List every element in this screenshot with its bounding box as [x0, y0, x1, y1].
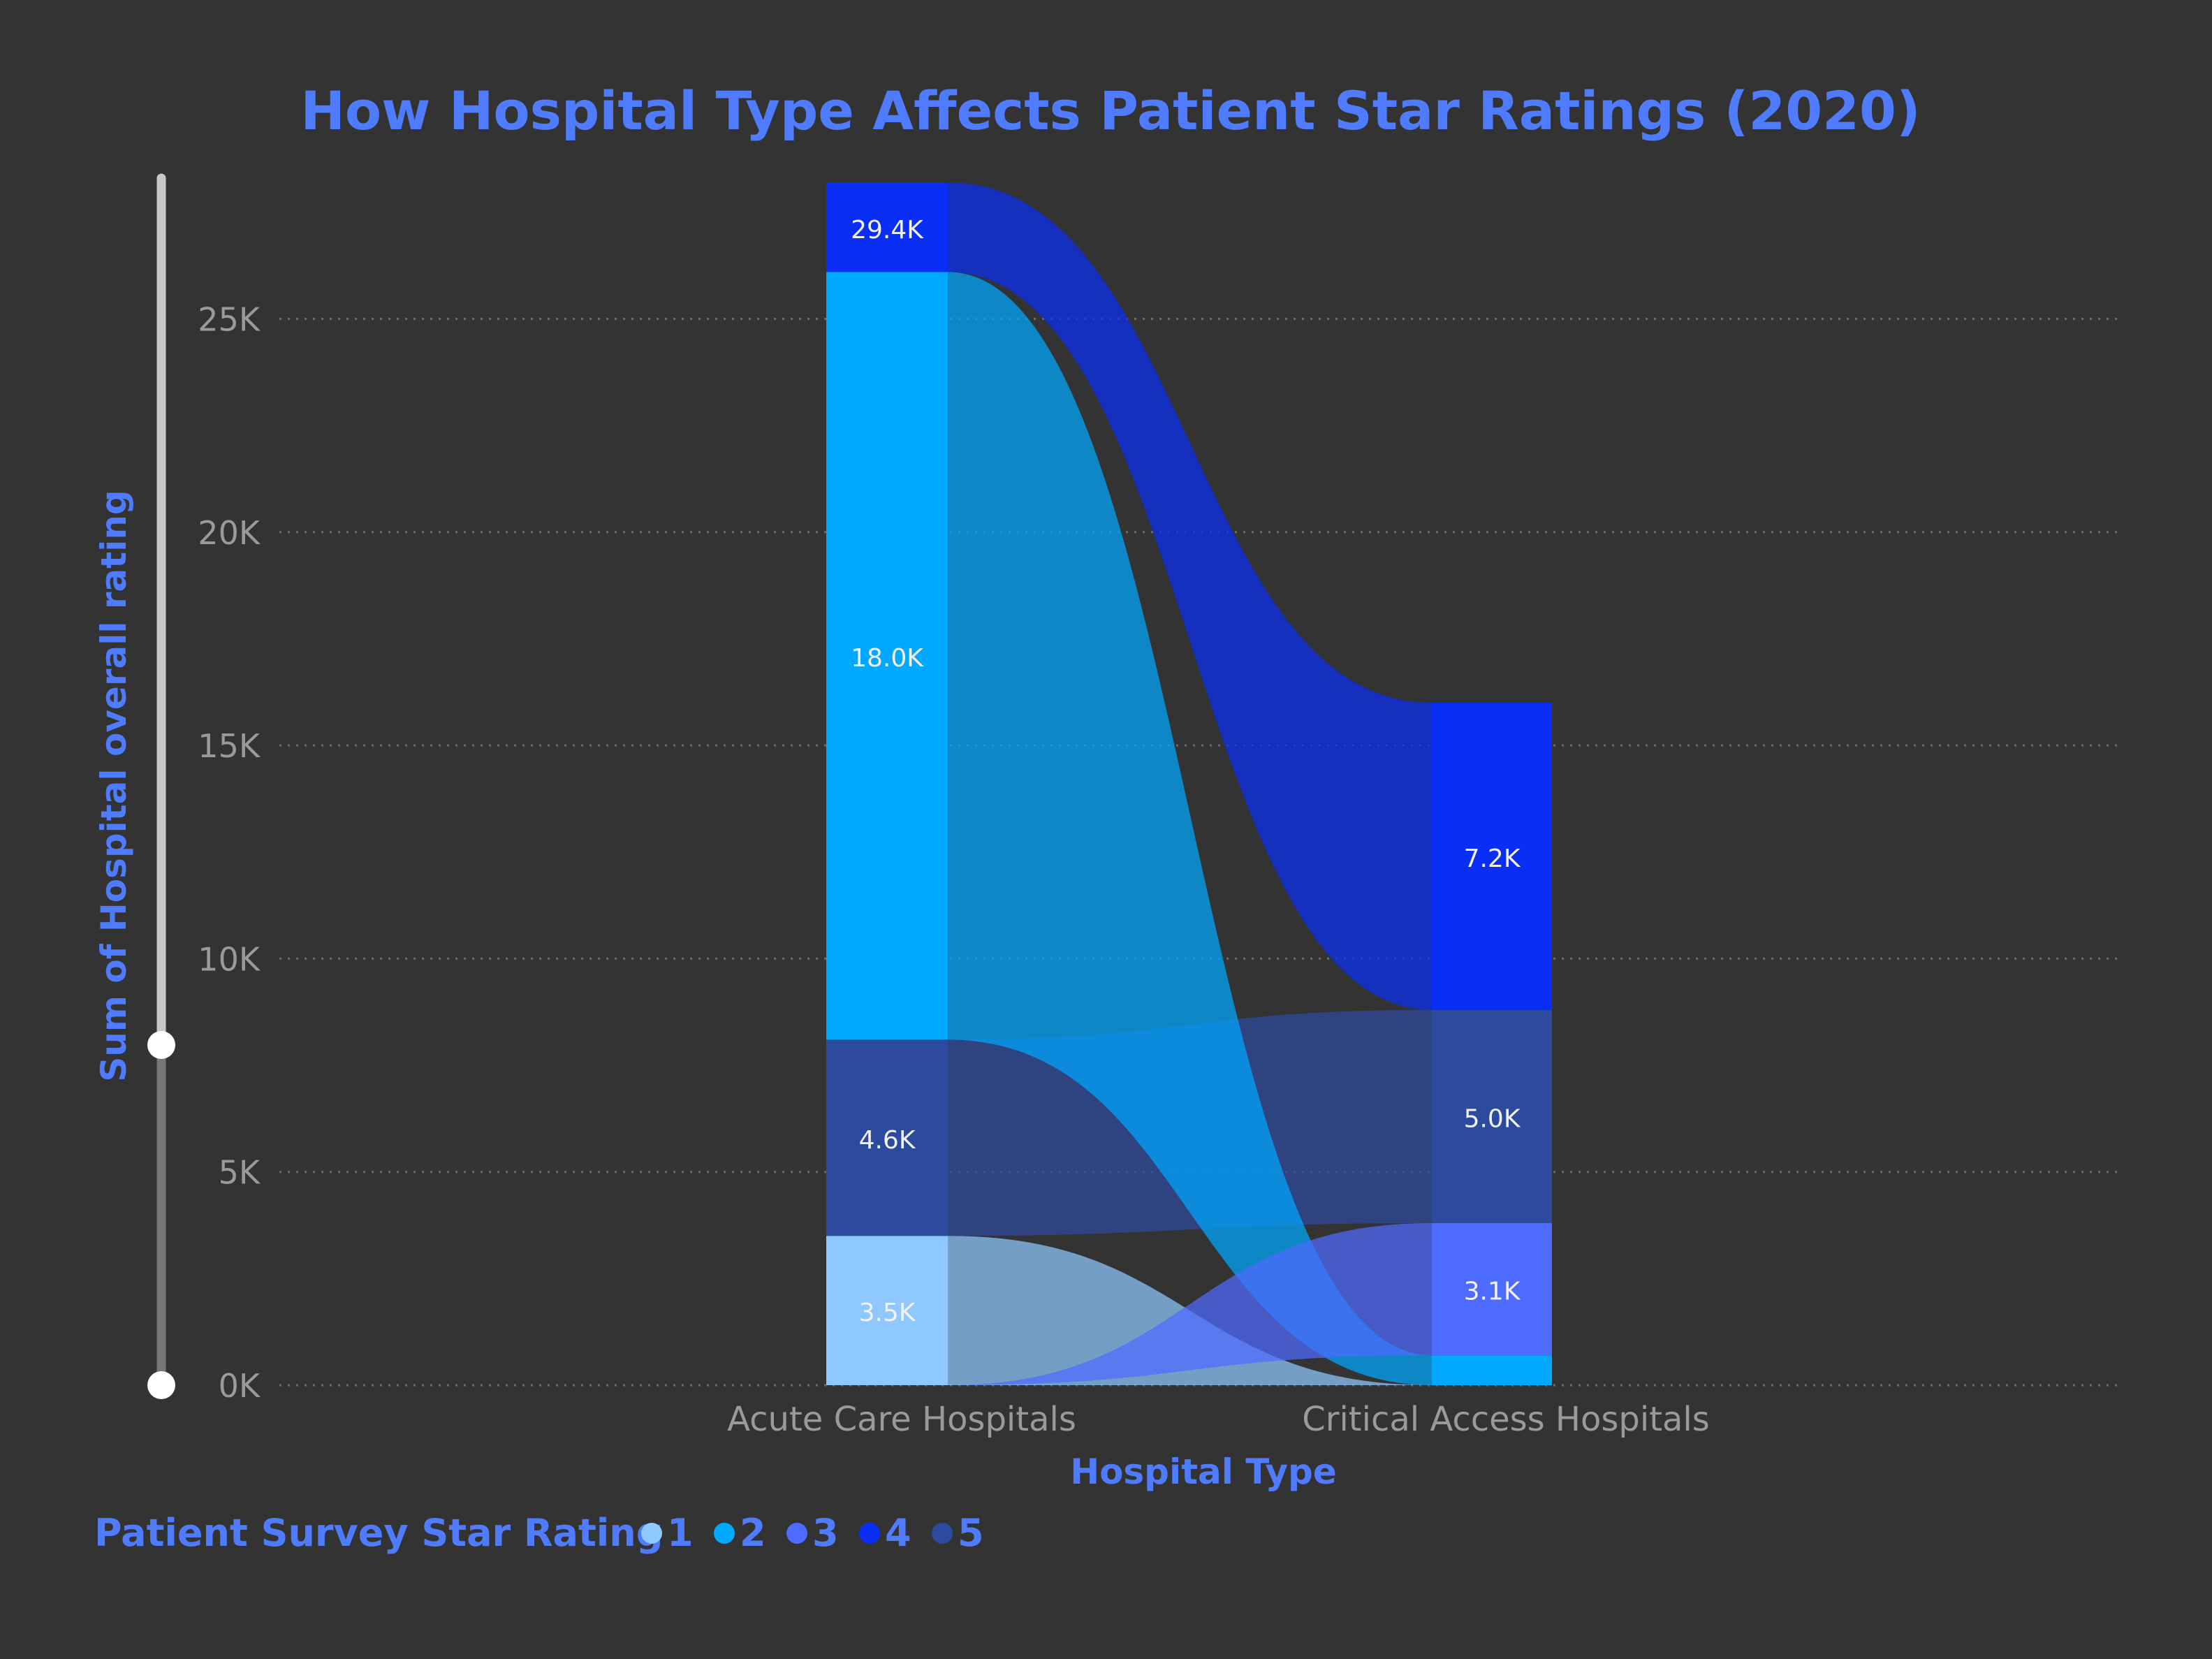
legend-label-3: 3 — [812, 1511, 839, 1555]
legend-marker-2 — [714, 1523, 735, 1544]
bar-segment-rating-4 — [826, 182, 948, 272]
chart-title: How Hospital Type Affects Patient Star R… — [300, 80, 1920, 142]
bar-segment-rating-4 — [1432, 703, 1552, 1010]
ribbons — [948, 182, 1432, 1385]
bar-segment-rating-2 — [1432, 1355, 1552, 1385]
y-tick-label: 10K — [198, 940, 261, 978]
x-tick-label-acute-care: Acute Care Hospitals — [727, 1400, 1076, 1439]
bar-segment-rating-5 — [826, 1039, 948, 1236]
bar-segment-rating-1 — [826, 1236, 948, 1385]
legend-marker-5 — [932, 1523, 953, 1544]
y-tick-label: 15K — [198, 727, 261, 765]
y-axis-zoom-slider[interactable] — [147, 173, 175, 1399]
data-label: 7.2K — [1464, 845, 1521, 873]
ribbon-rating-2 — [948, 272, 1432, 1385]
bars — [826, 182, 1552, 1385]
legend-marker-4 — [859, 1523, 880, 1544]
y-tick-label: 5K — [219, 1154, 261, 1192]
ribbon-rating-3 — [948, 1222, 1432, 1385]
legend-label-1: 1 — [667, 1511, 694, 1555]
data-labels: 3.5K 4.6K 18.0K 29.4K 3.1K 5.0K 7.2K — [851, 216, 1521, 1327]
y-axis-label: Sum of Hospital overall rating — [94, 490, 134, 1081]
data-label: 18.0K — [851, 644, 924, 673]
y-tick-label: 25K — [198, 300, 261, 338]
legend-label-2: 2 — [740, 1511, 766, 1555]
legend-label-5: 5 — [958, 1511, 984, 1555]
y-tick-label: 20K — [198, 514, 261, 552]
bar-segment-rating-2 — [826, 272, 948, 1040]
y-tick-label: 0K — [219, 1367, 261, 1405]
data-label: 3.1K — [1464, 1278, 1521, 1306]
legend-marker-3 — [786, 1523, 807, 1544]
ribbon-rating-4 — [948, 182, 1432, 1010]
data-label: 4.6K — [859, 1126, 916, 1155]
data-label: 5.0K — [1464, 1104, 1521, 1133]
legend-label-4: 4 — [885, 1511, 911, 1555]
legend-title: Patient Survey Star Rating — [94, 1511, 663, 1555]
bar-segment-rating-3 — [1432, 1222, 1552, 1356]
data-label: 3.5K — [859, 1299, 916, 1327]
legend-items: 1 2 3 4 5 — [641, 1511, 984, 1555]
bar-segment-rating-5 — [1432, 1009, 1552, 1223]
legend-marker-1 — [641, 1523, 662, 1544]
x-axis-label: Hospital Type — [1070, 1452, 1337, 1492]
slider-handle-top[interactable] — [147, 1031, 175, 1059]
y-tick-labels: 0K 5K 10K 15K 20K 25K — [198, 300, 261, 1405]
data-label: 29.4K — [851, 216, 924, 244]
slider-handle-bottom[interactable] — [147, 1371, 175, 1399]
x-tick-label-critical-access: Critical Access Hospitals — [1302, 1400, 1710, 1439]
legend: Patient Survey Star Rating 1 2 3 4 5 — [94, 1511, 984, 1555]
